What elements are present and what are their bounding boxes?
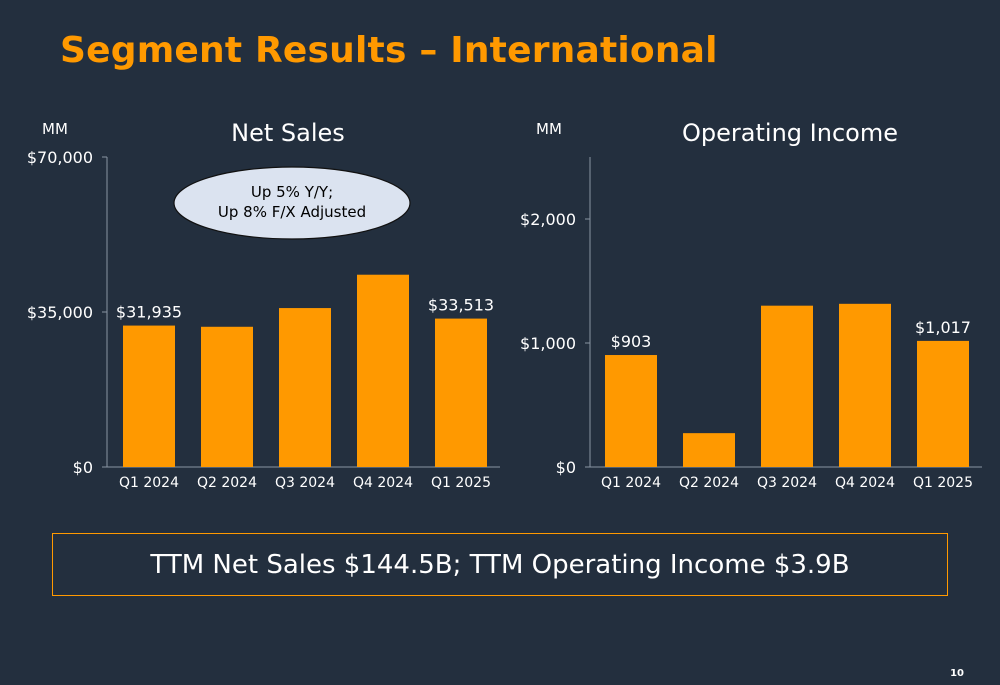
net-sales-x-tick-label: Q3 2024 [275,475,335,491]
operating-income-unit-label: MM [536,120,562,138]
net-sales-annotation-line1: Up 5% Y/Y; [251,183,333,201]
net-sales-x-tick-label: Q1 2025 [431,475,491,491]
operating-income-x-tick-label: Q4 2024 [835,475,895,491]
net-sales-x-tick-label: Q4 2024 [353,475,413,491]
ttm-summary-text: TTM Net Sales $144.5B; TTM Operating Inc… [150,549,850,580]
net-sales-data-label: $31,935 [116,303,182,322]
net-sales-y-tick-label: $35,000 [27,303,93,322]
net-sales-y-tick-label: $70,000 [27,148,93,167]
operating-income-y-tick-label: $2,000 [520,210,576,229]
operating-income-y-tick-label: $0 [556,458,576,477]
operating-income-y-tick-label: $1,000 [520,334,576,353]
net-sales-annotation-bubble [173,166,411,240]
operating-income-bar [917,340,969,467]
operating-income-x-tick-label: Q3 2024 [757,475,817,491]
page-title: Segment Results – International [60,30,718,71]
operating-income-data-label: $1,017 [915,318,971,337]
ttm-summary-box: TTM Net Sales $144.5B; TTM Operating Inc… [52,533,948,596]
net-sales-data-label: $33,513 [428,296,494,315]
net-sales-unit-label: MM [42,120,68,138]
net-sales-bar [435,318,487,467]
net-sales-x-tick-label: Q1 2024 [119,475,179,491]
operating-income-bar [683,433,735,467]
net-sales-chart-title: Net Sales [231,119,345,147]
page-number: 10 [950,668,964,679]
operating-income-x-tick-label: Q1 2025 [913,475,973,491]
operating-income-bar [839,303,891,467]
net-sales-x-tick-label: Q2 2024 [197,475,257,491]
operating-income-x-tick-label: Q1 2024 [601,475,661,491]
operating-income-bar [761,305,813,467]
operating-income-data-label: $903 [611,332,652,351]
net-sales-bar [357,274,409,467]
net-sales-annotation-line2: Up 8% F/X Adjusted [218,203,366,221]
net-sales-bar [201,326,253,467]
operating-income-x-tick-label: Q2 2024 [679,475,739,491]
net-sales-bar [123,325,175,467]
operating-income-bar [605,355,657,467]
net-sales-y-tick-label: $0 [73,458,93,477]
operating-income-chart-title: Operating Income [682,119,898,147]
net-sales-bar [279,308,331,467]
